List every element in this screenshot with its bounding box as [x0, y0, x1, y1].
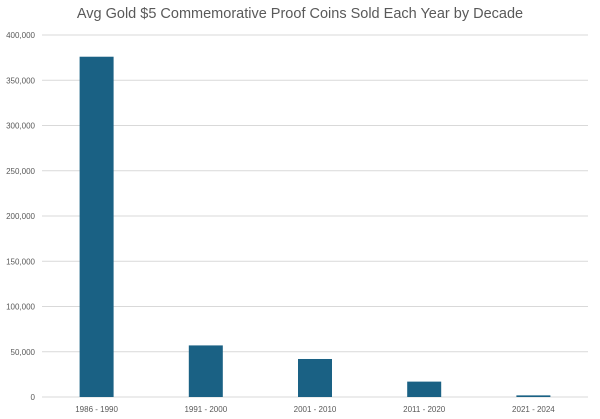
y-tick-label: 150,000 [6, 257, 35, 266]
y-tick-label: 300,000 [6, 122, 35, 131]
bar [407, 381, 442, 397]
x-tick-label: 1991 - 2000 [184, 405, 227, 414]
y-tick-label: 0 [31, 393, 36, 402]
x-tick-label: 2011 - 2020 [403, 405, 446, 414]
y-tick-label: 100,000 [6, 303, 35, 312]
bar [79, 56, 114, 397]
bar [188, 345, 223, 397]
x-tick-label: 2001 - 2010 [294, 405, 337, 414]
y-tick-label: 250,000 [6, 167, 35, 176]
bar [298, 358, 332, 397]
y-tick-label: 400,000 [6, 31, 35, 40]
y-tick-label: 200,000 [6, 212, 35, 221]
y-tick-label: 350,000 [6, 76, 35, 85]
chart-title: Avg Gold $5 Commemorative Proof Coins So… [76, 6, 524, 22]
x-tick-label: 2021 - 2024 [512, 405, 555, 414]
y-tick-label: 50,000 [11, 348, 36, 357]
bar [516, 395, 551, 397]
x-tick-label: 1986 - 1990 [75, 405, 118, 414]
